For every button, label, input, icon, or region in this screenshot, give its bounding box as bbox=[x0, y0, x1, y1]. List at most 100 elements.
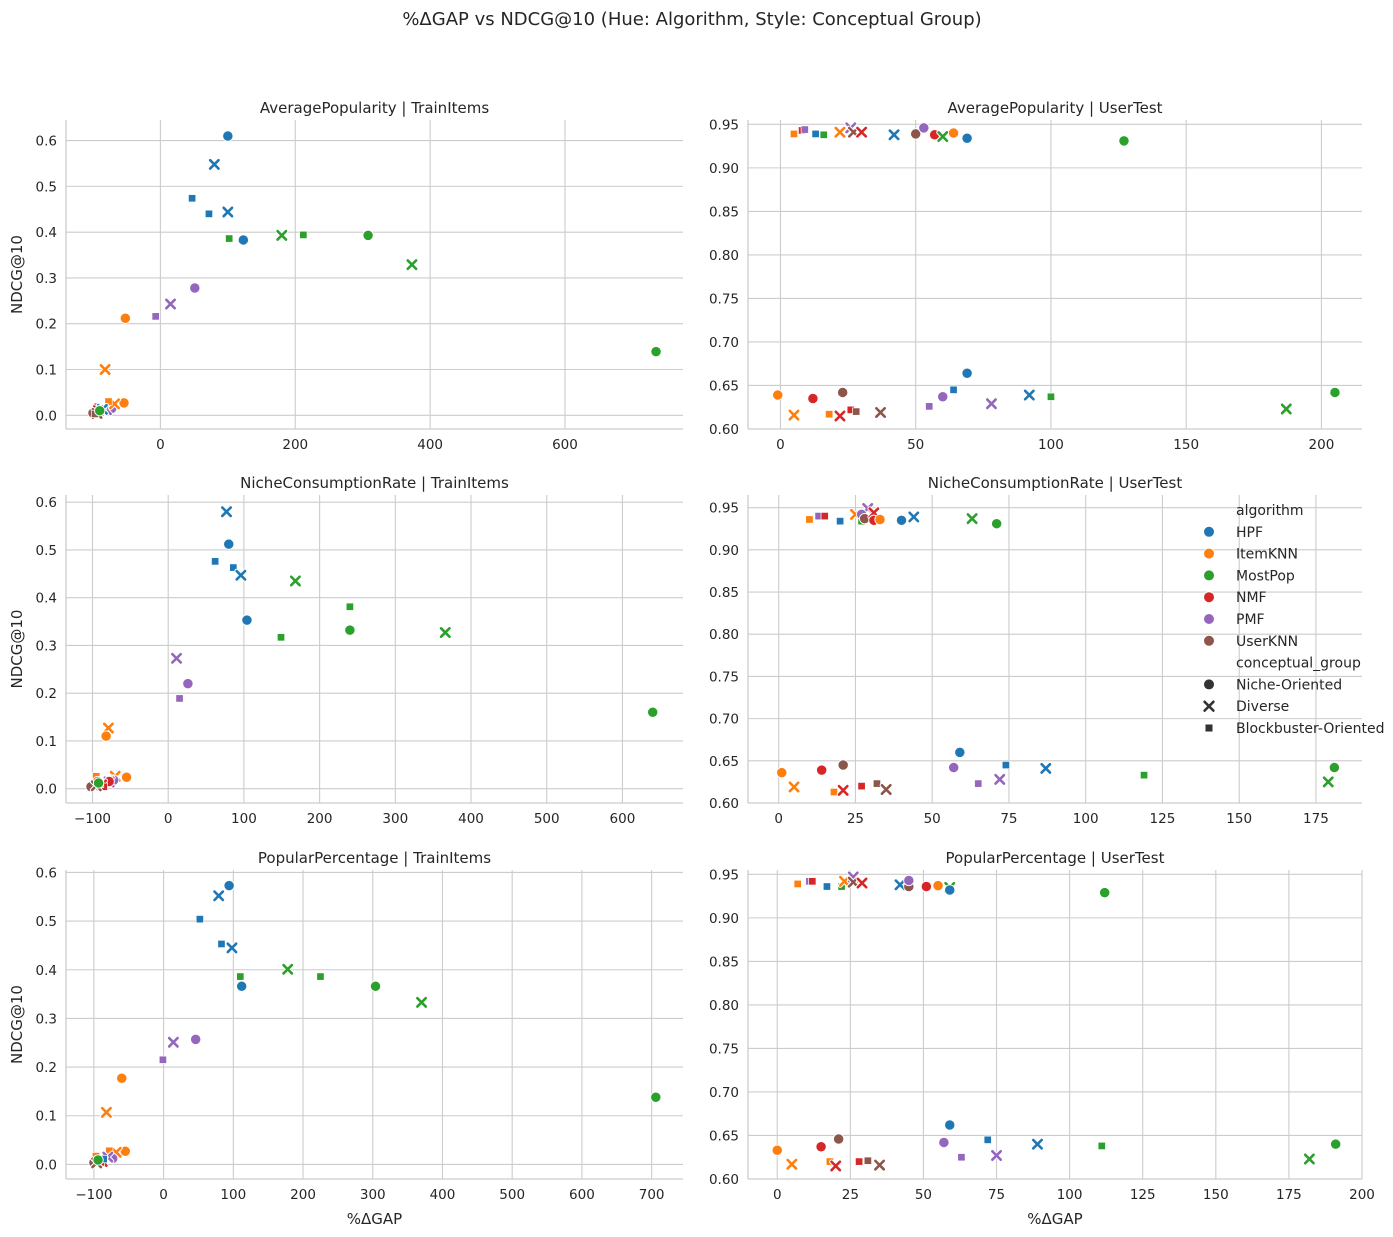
scatter-points bbox=[87, 130, 662, 420]
x-tick-label: 0 bbox=[159, 1187, 168, 1203]
legend-marker bbox=[1202, 699, 1216, 713]
legend: algorithm HPF ItemKNN MostPop NMF PMF UserKNN c… bbox=[1202, 503, 1384, 737]
scatter-points bbox=[776, 502, 1341, 797]
data-point bbox=[281, 962, 295, 976]
x-tick-label: 400 bbox=[417, 437, 443, 453]
y-tick-label: 0.80 bbox=[709, 998, 739, 1014]
data-point bbox=[925, 402, 934, 411]
panel-3: −100 0 100 200 300 400 500 600 0.0 0.1 0.2 0.3 0.4 0.… bbox=[8, 474, 683, 827]
data-point bbox=[887, 128, 901, 142]
x-tick-label: 125 bbox=[1130, 1187, 1156, 1203]
data-point bbox=[316, 972, 325, 981]
y-tick-label: 0.85 bbox=[709, 954, 739, 970]
data-point bbox=[833, 125, 847, 139]
data-point bbox=[151, 312, 160, 321]
y-tick-label: 0.85 bbox=[709, 585, 739, 601]
data-point bbox=[650, 345, 662, 358]
legend-marker bbox=[1203, 569, 1215, 582]
data-point bbox=[1039, 761, 1053, 775]
legend-marker bbox=[1203, 678, 1215, 691]
data-point bbox=[438, 626, 452, 640]
y-tick-label: 0.1 bbox=[36, 734, 57, 750]
data-point bbox=[225, 941, 239, 955]
data-point bbox=[833, 409, 847, 423]
data-point bbox=[164, 297, 178, 311]
panel-6: 0 25 50 75 100 125 150 175 200 0.60 0.65 0.70 0.75 0.… bbox=[709, 849, 1375, 1228]
x-tick-label: 175 bbox=[1276, 1187, 1302, 1203]
data-point bbox=[991, 518, 1003, 530]
data-point bbox=[954, 746, 966, 759]
data-point bbox=[874, 405, 888, 419]
y-axis-label: NDCG@10 bbox=[8, 610, 26, 689]
data-point bbox=[874, 513, 886, 526]
y-tick-label: 0.90 bbox=[709, 161, 739, 177]
y-tick-label: 0.80 bbox=[709, 627, 739, 643]
data-point bbox=[789, 129, 799, 138]
data-point bbox=[182, 677, 194, 690]
y-tick-label: 0.95 bbox=[709, 117, 739, 133]
panel-title: NicheConsumptionRate | UserTest bbox=[928, 474, 1183, 492]
legend-entry: Blockbuster-Oriented bbox=[1236, 721, 1384, 737]
y-tick-label: 0.70 bbox=[709, 1085, 739, 1101]
x-tick-label: 600 bbox=[569, 1187, 595, 1203]
data-point bbox=[219, 505, 233, 519]
x-tick-label: 200 bbox=[1349, 1187, 1375, 1203]
data-point bbox=[836, 783, 850, 797]
legend-marker bbox=[1203, 634, 1215, 647]
legend-entry: NMF bbox=[1236, 590, 1267, 606]
data-point bbox=[204, 209, 214, 218]
x-tick-label: 400 bbox=[430, 1187, 456, 1203]
data-point bbox=[94, 405, 106, 417]
data-point bbox=[910, 128, 922, 140]
data-point bbox=[223, 879, 235, 892]
x-tick-label: 0 bbox=[164, 811, 173, 827]
x-tick-label: 0 bbox=[773, 1187, 782, 1203]
data-point bbox=[983, 1135, 992, 1144]
panel-1: 0 200 400 600 0.0 0.1 0.2 0.3 0.4 0.5 0.6 AveragePo… bbox=[8, 99, 683, 453]
legend-marker bbox=[1203, 525, 1215, 538]
data-point bbox=[275, 228, 289, 242]
data-point bbox=[236, 980, 248, 992]
x-axis-label: %ΔGAP bbox=[347, 1210, 402, 1228]
scatter-points bbox=[772, 121, 1341, 423]
x-tick-label: 200 bbox=[290, 1187, 316, 1203]
data-point bbox=[903, 874, 915, 887]
data-point bbox=[221, 205, 235, 219]
legend-entry: UserKNN bbox=[1236, 634, 1298, 650]
data-point bbox=[166, 1035, 180, 1049]
data-point bbox=[415, 995, 429, 1009]
x-tick-label: 25 bbox=[847, 811, 864, 827]
y-tick-label: 0.3 bbox=[36, 638, 57, 654]
data-point bbox=[855, 1157, 864, 1166]
data-point bbox=[984, 397, 998, 411]
data-point bbox=[855, 125, 869, 139]
data-point bbox=[299, 230, 308, 239]
data-point bbox=[1097, 1141, 1106, 1150]
panel-title: AveragePopularity | UserTest bbox=[947, 99, 1162, 117]
data-point bbox=[808, 877, 817, 886]
legend-entry: Diverse bbox=[1236, 699, 1289, 715]
data-point bbox=[772, 389, 784, 401]
legend-entry: Niche-Oriented bbox=[1236, 677, 1342, 693]
x-tick-label: 0 bbox=[774, 811, 783, 827]
y-tick-label: 0.95 bbox=[709, 867, 739, 883]
data-point bbox=[787, 408, 801, 422]
data-point bbox=[895, 514, 908, 526]
data-point bbox=[948, 761, 960, 774]
data-point bbox=[816, 764, 828, 776]
data-point bbox=[949, 385, 958, 394]
y-tick-label: 0.75 bbox=[709, 291, 739, 307]
data-point bbox=[1328, 761, 1341, 774]
x-tick-label: 25 bbox=[842, 1187, 859, 1203]
x-tick-label: 100 bbox=[1073, 811, 1099, 827]
y-tick-label: 0.6 bbox=[36, 134, 57, 150]
y-tick-label: 0.1 bbox=[36, 1109, 57, 1125]
data-point bbox=[863, 1156, 872, 1165]
data-point bbox=[776, 766, 788, 779]
y-tick-label: 0.65 bbox=[709, 1128, 739, 1144]
panel-title: PopularPercentage | UserTest bbox=[946, 849, 1165, 867]
data-point bbox=[944, 884, 956, 896]
data-point bbox=[1001, 760, 1010, 770]
x-tick-label: 600 bbox=[610, 811, 636, 827]
y-tick-label: 0.70 bbox=[709, 335, 739, 351]
